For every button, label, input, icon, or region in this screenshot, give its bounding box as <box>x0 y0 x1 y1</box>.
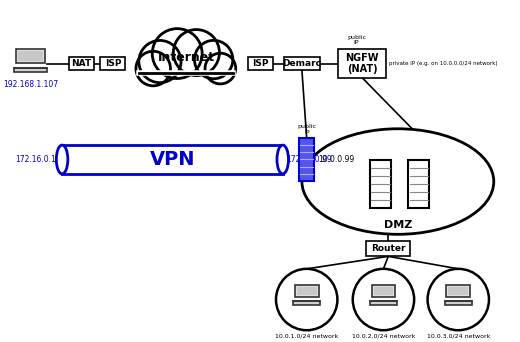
FancyBboxPatch shape <box>14 68 47 72</box>
Text: VPN: VPN <box>150 150 195 169</box>
FancyBboxPatch shape <box>299 139 315 181</box>
Ellipse shape <box>56 145 68 174</box>
Text: 10.0.3.0/24 network: 10.0.3.0/24 network <box>426 333 490 338</box>
Text: ISP: ISP <box>105 59 121 68</box>
Text: 10.0.0.99: 10.0.0.99 <box>318 155 355 164</box>
FancyBboxPatch shape <box>366 241 410 256</box>
Circle shape <box>205 53 236 84</box>
Ellipse shape <box>302 129 494 234</box>
Text: 172.16.0.99: 172.16.0.99 <box>287 155 332 164</box>
Text: DMZ: DMZ <box>384 220 412 230</box>
FancyBboxPatch shape <box>62 145 283 174</box>
Text: 10.0.2.0/24 network: 10.0.2.0/24 network <box>352 333 415 338</box>
Circle shape <box>353 269 414 330</box>
Circle shape <box>276 269 337 330</box>
FancyBboxPatch shape <box>372 285 395 297</box>
FancyBboxPatch shape <box>100 57 125 70</box>
FancyBboxPatch shape <box>293 301 320 305</box>
FancyBboxPatch shape <box>373 287 393 295</box>
FancyBboxPatch shape <box>339 49 386 78</box>
FancyBboxPatch shape <box>370 301 397 305</box>
FancyBboxPatch shape <box>448 287 468 295</box>
FancyBboxPatch shape <box>248 57 273 70</box>
Circle shape <box>427 269 489 330</box>
Text: 10.0.1.0/24 network: 10.0.1.0/24 network <box>275 333 339 338</box>
Text: 192.168.1.107: 192.168.1.107 <box>3 80 58 89</box>
FancyBboxPatch shape <box>69 57 94 70</box>
Text: 172.16.0.1: 172.16.0.1 <box>16 155 56 164</box>
Text: Demarc: Demarc <box>282 59 321 68</box>
Circle shape <box>139 40 181 83</box>
Text: public
IP: public IP <box>347 35 366 45</box>
Text: NAT: NAT <box>71 59 92 68</box>
FancyBboxPatch shape <box>447 285 470 297</box>
Text: ISP: ISP <box>252 59 269 68</box>
FancyBboxPatch shape <box>297 287 317 295</box>
Text: Internet: Internet <box>158 51 215 64</box>
Circle shape <box>194 40 233 79</box>
Circle shape <box>136 51 171 86</box>
Text: NGFW
(NAT): NGFW (NAT) <box>346 53 379 74</box>
Text: public
IP: public IP <box>297 124 316 134</box>
FancyBboxPatch shape <box>18 51 43 61</box>
FancyBboxPatch shape <box>370 160 391 208</box>
Text: private IP (e.g. on 10.0.0.0/24 network): private IP (e.g. on 10.0.0.0/24 network) <box>389 61 498 66</box>
Ellipse shape <box>277 145 289 174</box>
Circle shape <box>173 29 219 76</box>
Circle shape <box>152 29 202 79</box>
FancyBboxPatch shape <box>16 49 45 63</box>
FancyBboxPatch shape <box>284 57 320 70</box>
FancyBboxPatch shape <box>408 160 430 208</box>
FancyBboxPatch shape <box>445 301 472 305</box>
Text: Router: Router <box>371 244 406 253</box>
FancyBboxPatch shape <box>295 285 319 297</box>
